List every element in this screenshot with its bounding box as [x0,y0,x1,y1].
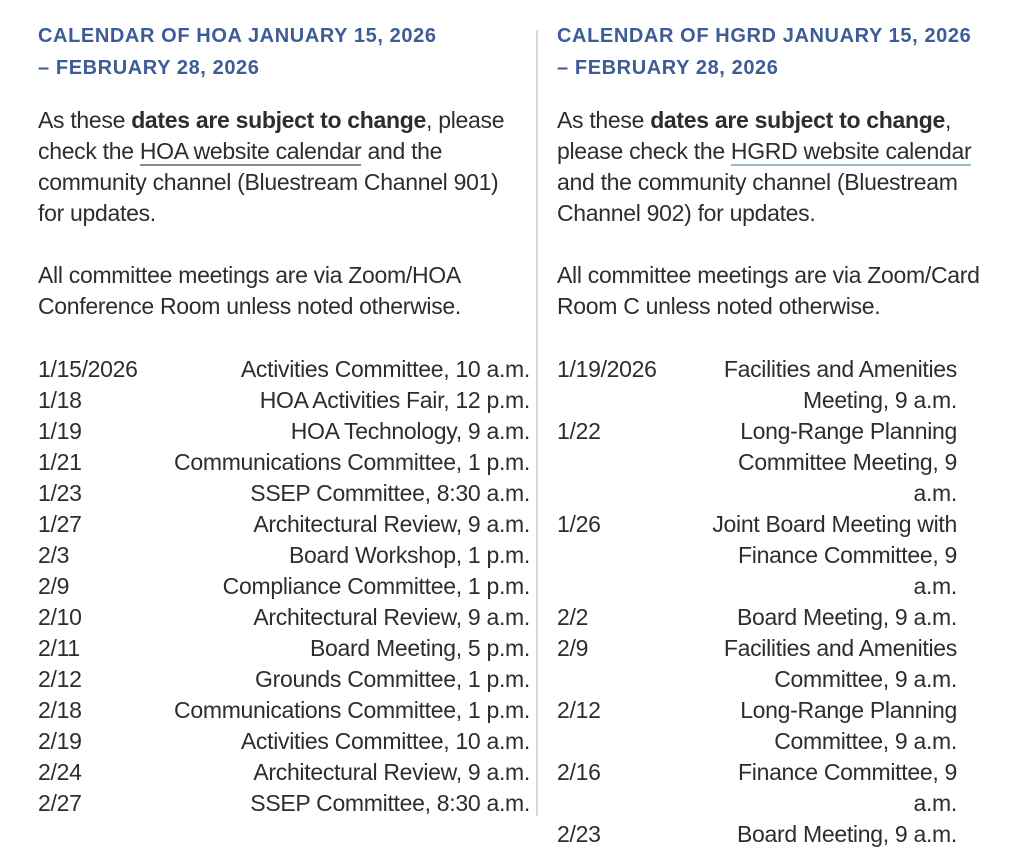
hgrd-calendar-title-line1: CALENDAR OF HGRD JANUARY 15, 2026 [557,25,972,47]
event-description: Board Workshop, 1 p.m. [289,542,530,568]
hoa-event-list: 1/15/2026 Activities Committee, 10 a.m. … [38,354,530,819]
hgrd-website-calendar-link[interactable]: HGRD website calendar [730,138,972,166]
event-row: 2/16 Finance Committee, 9 a.m. [557,757,957,819]
event-description: Architectural Review, 9 a.m. [253,511,530,537]
event-date: 1/19 [38,418,82,444]
event-date: 1/22 [557,418,601,444]
event-description: Facilities and Amenities Committee, 9 a.… [723,635,957,692]
event-date: 2/3 [38,542,70,568]
event-date: 2/19 [38,728,82,754]
event-date: 2/12 [557,697,601,723]
intro-text: As these [38,107,132,133]
event-date: 1/21 [38,449,82,475]
event-date: 2/11 [38,635,80,661]
event-date: 2/9 [557,635,589,661]
event-description: Board Meeting, 9 a.m. [737,821,957,847]
intro-bold-text: dates are subject to change [131,107,427,133]
hoa-calendar-title-line1: CALENDAR OF HOA JANUARY 15, 2026 [38,25,437,47]
event-description: Activities Committee, 10 a.m. [240,356,530,382]
column-divider [536,30,538,816]
event-date: 2/10 [38,604,82,630]
event-row: 1/15/2026 Activities Committee, 10 a.m. [38,354,530,385]
event-date: 2/12 [38,666,82,692]
event-description: Architectural Review, 9 a.m. [253,604,530,630]
hoa-intro-paragraph: As these dates are subject to change, pl… [38,105,530,229]
event-row: 2/2 Board Meeting, 9 a.m. [557,602,957,633]
event-date: 1/26 [557,511,601,537]
event-row: 1/19 HOA Technology, 9 a.m. [38,416,530,447]
event-description: Facilities and Amenities Meeting, 9 a.m. [723,356,957,413]
event-row: 2/27 SSEP Committee, 8:30 a.m. [38,788,530,819]
event-row: 2/3 Board Workshop, 1 p.m. [38,540,530,571]
event-date: 2/23 [557,821,601,847]
event-row: 2/10 Architectural Review, 9 a.m. [38,602,530,633]
event-description: Compliance Committee, 1 p.m. [222,573,531,599]
event-row: 2/18 Communications Committee, 1 p.m. [38,695,530,726]
event-row: 2/23 Board Meeting, 9 a.m. [557,819,957,850]
intro-text: and the community channel (Bluestream Ch… [557,169,958,226]
event-row: 1/27 Architectural Review, 9 a.m. [38,509,530,540]
event-date: 1/27 [38,511,82,537]
event-description: HOA Activities Fair, 12 p.m. [259,387,531,413]
event-date: 1/19/2026 [557,356,657,382]
event-row: 1/19/2026 Facilities and Amenities Meeti… [557,354,957,416]
event-row: 2/24 Architectural Review, 9 a.m. [38,757,530,788]
hoa-calendar-title: CALENDAR OF HOA JANUARY 15, 2026 – FEBRU… [38,20,530,84]
event-row: 2/19 Activities Committee, 10 a.m. [38,726,530,757]
event-row: 1/22 Long-Range Planning Committee Meeti… [557,416,957,509]
hgrd-event-list: 1/19/2026 Facilities and Amenities Meeti… [557,354,957,850]
event-description: Board Meeting, 9 a.m. [737,604,957,630]
hoa-meetings-note: All committee meetings are via Zoom/HOA … [38,262,461,319]
hoa-calendar-column: CALENDAR OF HOA JANUARY 15, 2026 – FEBRU… [38,20,530,819]
event-description: SSEP Committee, 8:30 a.m. [250,480,530,506]
event-date: 2/24 [38,759,82,785]
intro-bold-text: dates are subject to change [650,107,946,133]
event-description: HOA Technology, 9 a.m. [290,418,531,444]
hgrd-calendar-title: CALENDAR OF HGRD JANUARY 15, 2026 – FEBR… [557,20,1009,84]
event-description: Communications Committee, 1 p.m. [174,697,530,723]
event-row: 2/12 Long-Range Planning Committee, 9 a.… [557,695,957,757]
hoa-website-calendar-link[interactable]: HOA website calendar [139,138,362,166]
event-date: 2/16 [557,759,601,785]
hgrd-calendar-title-line2: – FEBRUARY 28, 2026 [557,57,779,79]
event-date: 2/9 [38,573,70,599]
event-date: 2/2 [557,604,589,630]
hgrd-intro-paragraph: As these dates are subject to change, pl… [557,105,1009,229]
event-date: 2/27 [38,790,82,816]
event-date: 2/18 [38,697,82,723]
hoa-calendar-title-line2: – FEBRUARY 28, 2026 [38,57,260,79]
event-description: Architectural Review, 9 a.m. [253,759,530,785]
event-description: Joint Board Meeting with Finance Committ… [712,511,957,599]
hgrd-meetings-note: All committee meetings are via Zoom/Card… [557,262,980,319]
event-description: Finance Committee, 9 a.m. [738,759,957,816]
event-description: Activities Committee, 10 a.m. [240,728,530,754]
event-date: 1/15/2026 [38,356,138,382]
event-row: 2/12 Grounds Committee, 1 p.m. [38,664,530,695]
intro-text: As these [557,107,651,133]
event-date: 1/23 [38,480,82,506]
event-description: Grounds Committee, 1 p.m. [255,666,530,692]
event-description: Long-Range Planning Committee Meeting, 9… [738,418,957,506]
event-row: 1/18 HOA Activities Fair, 12 p.m. [38,385,530,416]
event-row: 1/26 Joint Board Meeting with Finance Co… [557,509,957,602]
event-row: 2/9 Facilities and Amenities Committee, … [557,633,957,695]
event-description: Long-Range Planning Committee, 9 a.m. [740,697,957,754]
event-row: 2/11 Board Meeting, 5 p.m. [38,633,530,664]
event-date: 1/18 [38,387,82,413]
event-row: 2/9 Compliance Committee, 1 p.m. [38,571,530,602]
event-description: Communications Committee, 1 p.m. [174,449,530,475]
intro-text: , please check the [557,107,952,164]
intro-text: , please check the [38,107,505,164]
event-description: Board Meeting, 5 p.m. [310,635,530,661]
event-row: 1/21 Communications Committee, 1 p.m. [38,447,530,478]
event-row: 1/23 SSEP Committee, 8:30 a.m. [38,478,530,509]
intro-text: and the community channel (Bluestream Ch… [38,138,499,226]
event-description: SSEP Committee, 8:30 a.m. [250,790,530,816]
hgrd-calendar-column: CALENDAR OF HGRD JANUARY 15, 2026 – FEBR… [557,20,1009,850]
